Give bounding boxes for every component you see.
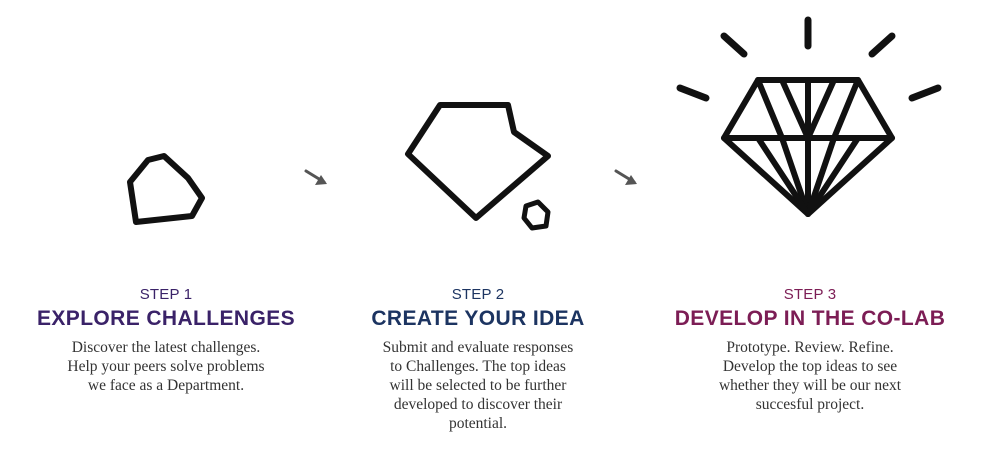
arrow-right-icon: [300, 165, 334, 191]
step-1-title: EXPLORE CHALLENGES: [36, 307, 296, 330]
step-2-description: Submit and evaluate responses to Challen…: [382, 339, 574, 432]
step-1-label: STEP 1: [139, 286, 193, 303]
diamond-icon: [672, 12, 948, 224]
step-1: STEP 1 EXPLORE CHALLENGES Discover the l…: [6, 286, 326, 395]
step-3-label: STEP 3: [783, 286, 837, 303]
step-3: STEP 3 DEVELOP IN THE CO-LAB Prototype. …: [650, 286, 970, 414]
step-1-description: Discover the latest challenges. Help you…: [67, 339, 265, 394]
arrow-right-icon: [610, 165, 644, 191]
pebble-icon: [120, 148, 212, 232]
step-3-description: Prototype. Review. Refine. Develop the t…: [718, 339, 902, 413]
step-2-title: CREATE YOUR IDEA: [371, 307, 585, 330]
rough-stone-icon: [398, 96, 560, 236]
step-2: STEP 2 CREATE YOUR IDEA Submit and evalu…: [318, 286, 638, 433]
step-3-title: DEVELOP IN THE CO-LAB: [674, 307, 946, 330]
step-2-label: STEP 2: [451, 286, 505, 303]
